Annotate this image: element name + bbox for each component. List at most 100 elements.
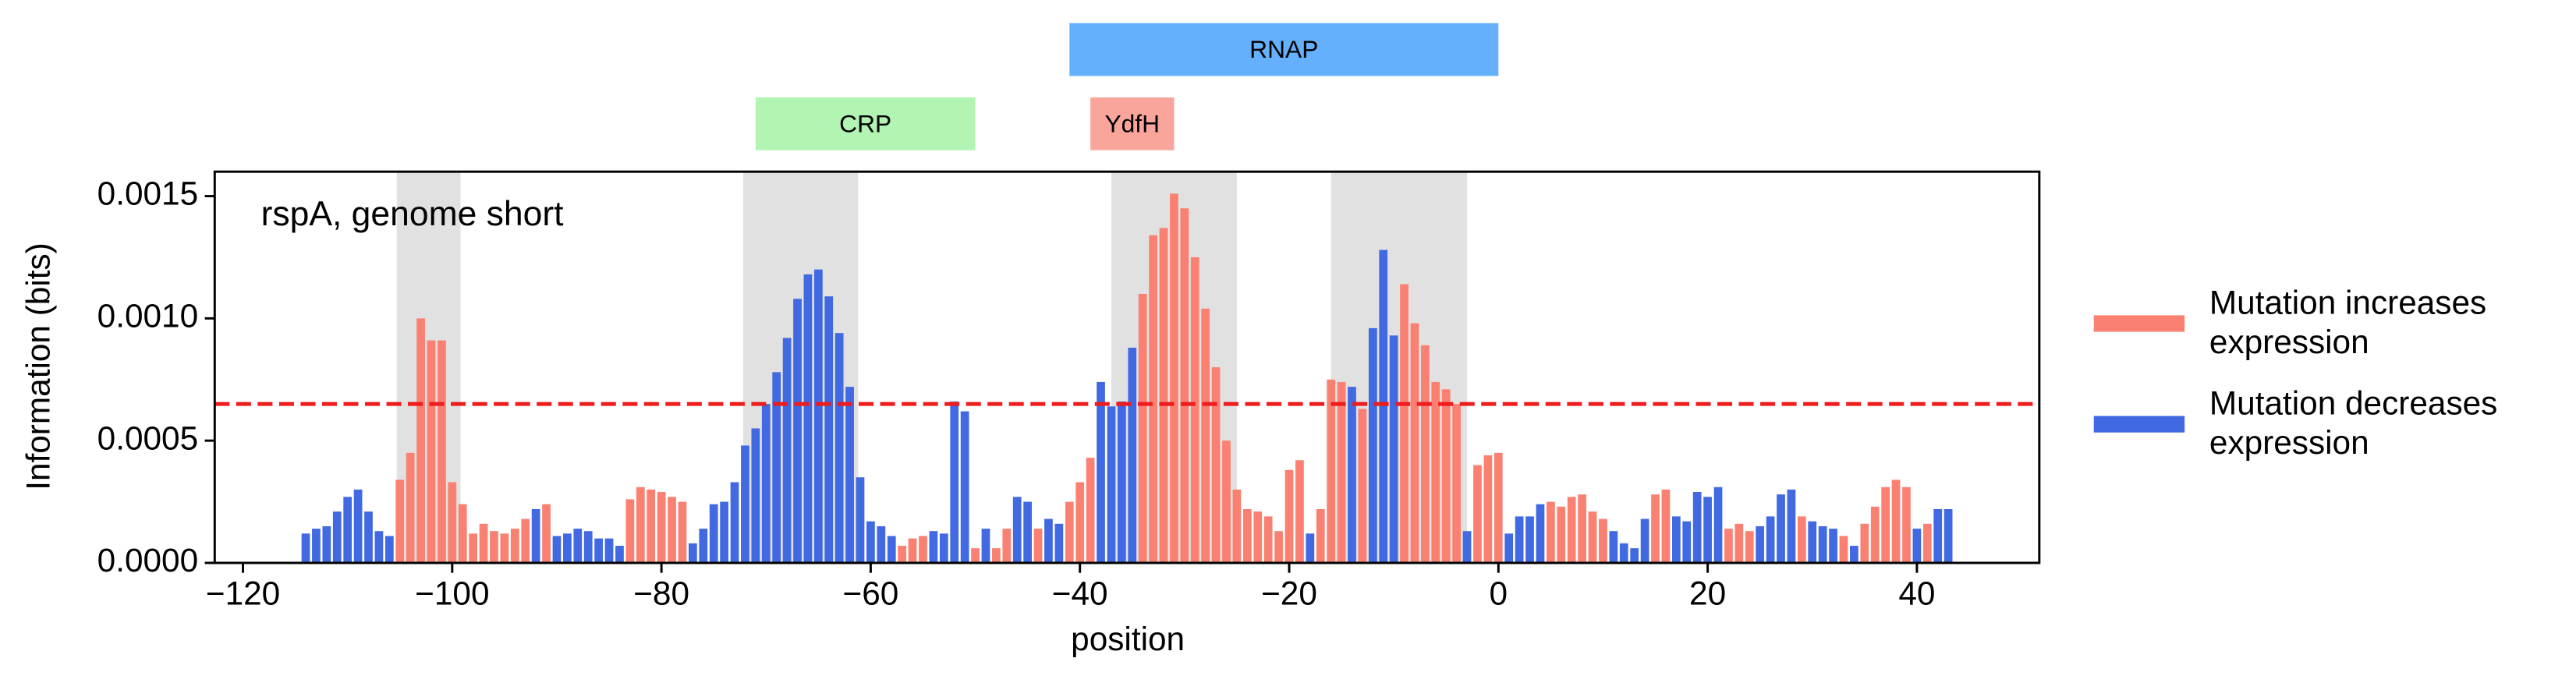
bar [1661, 489, 1671, 563]
bar [960, 411, 969, 563]
x-tick-label: 40 [1898, 575, 1935, 612]
x-tick-label: −100 [415, 575, 489, 612]
bar [1431, 381, 1440, 563]
y-tick-label: 0.0015 [97, 175, 198, 212]
bar [1149, 235, 1157, 563]
bar [1933, 508, 1943, 563]
bar [1787, 489, 1796, 563]
bar [1599, 518, 1607, 563]
bar [1850, 546, 1858, 563]
bar [1619, 543, 1628, 563]
bar [1274, 531, 1283, 563]
bar [1473, 465, 1482, 563]
bar [1588, 511, 1597, 563]
bar [1640, 518, 1649, 563]
bar [1713, 487, 1723, 563]
bar [1107, 406, 1116, 563]
bar [647, 489, 656, 563]
bar [1023, 501, 1032, 563]
bar [312, 529, 321, 563]
bar [1483, 455, 1493, 563]
bar [1870, 506, 1880, 563]
bar [1284, 469, 1294, 563]
bar [395, 479, 405, 563]
bar [521, 518, 530, 563]
bar [1421, 345, 1430, 563]
bar [406, 452, 415, 563]
bar [1232, 489, 1242, 563]
bar [1211, 367, 1221, 563]
bar [1860, 523, 1869, 563]
bar [887, 536, 896, 563]
bar [625, 499, 635, 563]
bar [813, 269, 823, 563]
bar [1295, 460, 1304, 563]
binding-site-label: YdfH [1104, 109, 1160, 137]
bar [1075, 482, 1085, 563]
bar [1452, 404, 1462, 563]
bar [322, 525, 331, 563]
bar [1358, 409, 1367, 563]
bar [1180, 208, 1189, 563]
bar [301, 533, 310, 563]
bar [741, 445, 749, 563]
bar [1756, 525, 1765, 563]
bar [458, 504, 467, 563]
bar [834, 333, 844, 563]
bar [898, 546, 907, 563]
bar [1086, 458, 1095, 563]
legend-label: Mutation increases expression [2209, 284, 2486, 360]
bar [594, 538, 603, 563]
bar [332, 511, 342, 563]
bar [500, 533, 509, 563]
bar [730, 482, 739, 563]
bar [1630, 548, 1639, 563]
annotation: rspA, genome short [261, 195, 565, 233]
bar [1263, 516, 1273, 563]
bar [343, 497, 353, 563]
bar [939, 533, 948, 563]
bar [1348, 387, 1356, 563]
bar [1368, 327, 1377, 563]
bar [1525, 516, 1534, 563]
bar [1033, 529, 1043, 563]
bar [657, 492, 666, 563]
bar [866, 521, 875, 563]
bar [438, 340, 446, 563]
bar [636, 487, 645, 563]
bar [793, 299, 802, 563]
bar [1044, 518, 1053, 563]
bar [824, 296, 834, 563]
bar [929, 531, 938, 563]
bar [374, 531, 384, 563]
bar [384, 536, 394, 563]
legend-label-line: expression [2209, 324, 2369, 360]
y-tick-label: 0.0000 [97, 542, 198, 579]
legend-swatch [2093, 416, 2185, 433]
bar [510, 529, 519, 563]
bar [1117, 401, 1126, 563]
bar [688, 543, 697, 563]
x-tick-label: 0 [1490, 575, 1508, 612]
bar [720, 501, 728, 563]
legend-label-line: expression [2209, 424, 2369, 461]
bar [490, 531, 498, 563]
bar [1389, 335, 1398, 563]
bar [1097, 381, 1105, 563]
x-tick-label: −20 [1261, 575, 1317, 612]
bar [1515, 516, 1524, 563]
bar [709, 504, 718, 563]
bar [1400, 284, 1408, 563]
bar [1902, 487, 1911, 563]
bar [992, 548, 1001, 563]
bar [678, 501, 687, 563]
bar [1190, 257, 1199, 563]
bar [583, 531, 593, 563]
bar [1441, 389, 1451, 563]
binding-site-label: CRP [839, 109, 891, 137]
binding-site-box [1069, 23, 1499, 76]
bar [950, 401, 959, 563]
bar [1766, 516, 1775, 563]
bar [573, 529, 583, 563]
